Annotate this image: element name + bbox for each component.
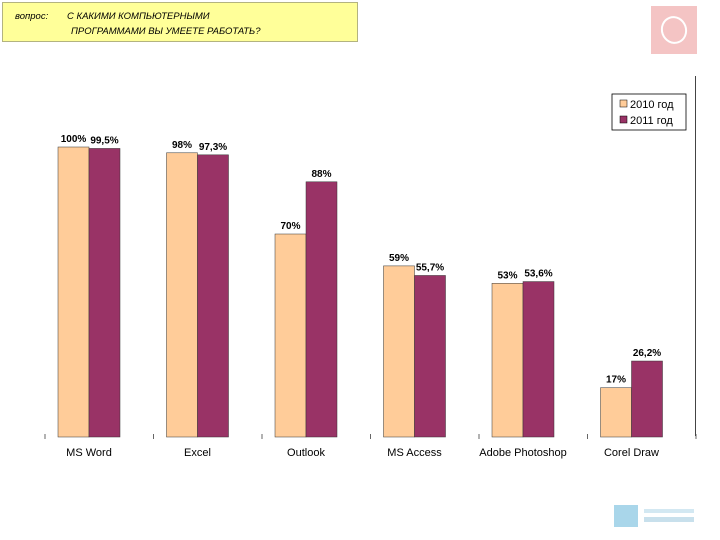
data-label-2011-1: 97,3% [199,142,227,153]
category-label-1: Excel [184,447,211,459]
category-label-2: Outlook [287,447,325,459]
data-label-2010-3: 59% [389,253,409,264]
bar-2010-3 [383,265,415,438]
data-label-2010-2: 70% [280,221,300,232]
stamp-logo [651,6,697,54]
bar-2010-0 [57,146,90,438]
logo-bar [644,509,694,513]
bar-2011-0 [88,148,121,438]
data-label-2010-0: 100% [61,134,87,145]
data-label-2010-4: 53% [497,270,517,281]
data-label-2011-4: 53,6% [524,269,552,280]
legend-label-2010: 2010 год [630,99,674,111]
legend-swatch-2011 [619,115,628,124]
question-prefix: вопрос: [15,11,49,22]
bar-2010-1 [166,152,198,438]
data-label-2011-0: 99,5% [90,135,118,146]
question-box: вопрос: С КАКИМИ КОМПЬЮТЕРНЫМИ ПРОГРАММА… [2,2,358,42]
footer-logo [614,505,698,527]
bar-2010-5 [600,387,632,438]
bar-2011-2 [305,181,338,438]
data-label-2010-5: 17% [606,375,626,386]
bar-2011-3 [414,275,446,438]
category-label-5: Corel Draw [604,447,659,459]
bar-2010-2 [274,233,307,438]
category-label-4: Adobe Photoshop [479,447,566,459]
bar-2011-5 [631,360,663,438]
question-line-1: С КАКИМИ КОМПЬЮТЕРНЫМИ [67,11,210,22]
data-label-2010-1: 98% [172,140,192,151]
bar-2011-1 [197,154,229,438]
bar-2010-4 [491,283,524,438]
category-label-0: MS Word [66,447,112,459]
data-label-2011-3: 55,7% [416,262,444,273]
data-label-2011-2: 88% [311,169,331,180]
category-label-3: MS Access [387,447,442,459]
logo-bar [644,517,694,522]
chart-legend: 2010 год 2011 год [611,93,687,131]
question-line-2: ПРОГРАММАМИ ВЫ УМЕЕТЕ РАБОТАТЬ? [71,26,261,37]
bar-2011-4 [522,281,555,438]
legend-label-2011: 2011 год [630,115,673,127]
right-divider [695,76,696,436]
legend-swatch-2010 [619,99,628,108]
logo-square-icon [614,505,638,527]
data-label-2011-5: 26,2% [633,348,661,359]
